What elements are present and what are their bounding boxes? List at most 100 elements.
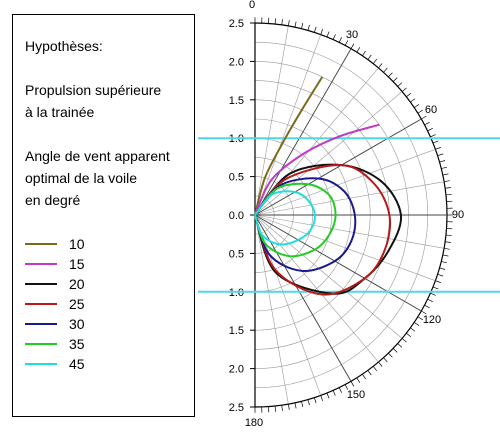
angle-title-line-3: en degré [25,192,81,208]
rim-tick [326,392,330,399]
grid-spoke [254,214,379,363]
legend-entry-20: 20 [25,274,85,294]
rim-tick [430,134,436,138]
rim-tick [362,373,366,380]
angle-title-line-1: Angle de vent apparent [25,148,170,164]
hypothesis-line-1: Propulsion supérieure [25,82,162,98]
rim-tick [439,160,446,163]
radial-tick-label: 1.5 [229,95,244,107]
rim-tick [313,26,317,33]
rim-tick [332,34,336,40]
rim-tick [383,357,388,363]
rim-tick [338,37,343,43]
grid-spoke [254,25,289,216]
legend-label: 35 [69,336,85,352]
hypothesis-line-2: à la trainée [25,104,95,120]
rim-tick [421,310,427,315]
rim-tick [320,29,323,35]
series-15-line [254,123,380,216]
major-spoke [254,118,422,216]
rim-tick [417,316,423,321]
rim-tick [287,20,290,26]
rim-tick [401,87,407,92]
rim-tick [442,173,449,176]
rim-tick [439,267,446,270]
grid-spoke [254,214,445,249]
rim-tick [367,370,372,376]
rim-tick [413,322,420,326]
rim-tick [301,401,304,407]
rim-tick [301,23,304,29]
rim-tick [413,104,420,108]
rim-tick [307,399,310,406]
legend-swatch [25,343,57,345]
series-30-line [254,177,357,272]
rim-tick [427,127,433,132]
grid-spoke [254,91,403,216]
rim-tick [350,381,355,387]
legend-label: 45 [69,356,85,372]
rim-tick [437,273,444,277]
rim-tick [281,405,283,411]
radial-tick-label: 2.0 [229,364,244,376]
angle-tick-label: 120 [423,314,441,326]
rim-tick [424,121,430,126]
angle-tick-label: 60 [425,104,437,116]
rim-tick [344,384,349,390]
rim-tick [287,404,290,410]
major-spoke [254,48,352,216]
rim-tick [444,247,450,250]
rim-tick [441,261,447,264]
angle-tick-label: 30 [346,29,358,41]
legend-box: Hypothèses: Propulsion supérieure à la t… [12,14,195,417]
legend-swatch [25,363,57,365]
radial-tick-label: 0.5 [229,172,244,184]
rim-tick [417,109,423,114]
rim-tick [344,40,349,46]
series-35-line [254,182,337,258]
legend-entry-35: 35 [25,334,85,354]
rim-tick [445,187,451,189]
legend-label: 30 [69,316,85,332]
rim-tick [441,166,447,169]
rim-tick [410,327,416,332]
legend-label: 20 [69,276,85,292]
angle-title-line-2: optimal de la voile [25,170,138,186]
rim-tick [406,332,412,338]
radial-tick-label: 2.0 [229,56,244,68]
legend-swatch [25,283,57,285]
angle-tick-label: 150 [347,389,365,401]
rim-tick [378,63,383,69]
rim-tick [281,19,283,25]
grid-spoke [254,214,436,281]
legend-swatch [25,263,57,265]
rim-tick [435,147,441,150]
legend-swatch [25,323,57,325]
grid-spoke [254,214,289,405]
grid-spoke [254,34,321,216]
rim-tick [421,115,427,120]
rim-tick [372,58,378,64]
rim-tick [445,234,452,237]
legend-swatch [25,303,57,305]
rim-tick [320,395,323,401]
rim-tick [392,348,398,353]
rim-tick [435,280,441,283]
rim-tick [397,82,403,87]
rim-tick [410,98,416,103]
radial-tick-label: 0.0 [229,210,244,222]
rim-tick [332,390,336,396]
angle-tick-label: 180 [245,417,263,429]
rim-tick [406,92,412,98]
rim-tick [338,387,343,393]
legend-entry-15: 15 [25,254,85,274]
rim-tick [356,47,361,53]
legend-heading: Hypothèses: [25,38,103,54]
rim-tick [326,31,330,38]
rim-tick [445,193,452,196]
rim-tick [401,338,407,343]
legend-entry-30: 30 [25,314,85,334]
legend-entry-45: 45 [25,354,85,374]
